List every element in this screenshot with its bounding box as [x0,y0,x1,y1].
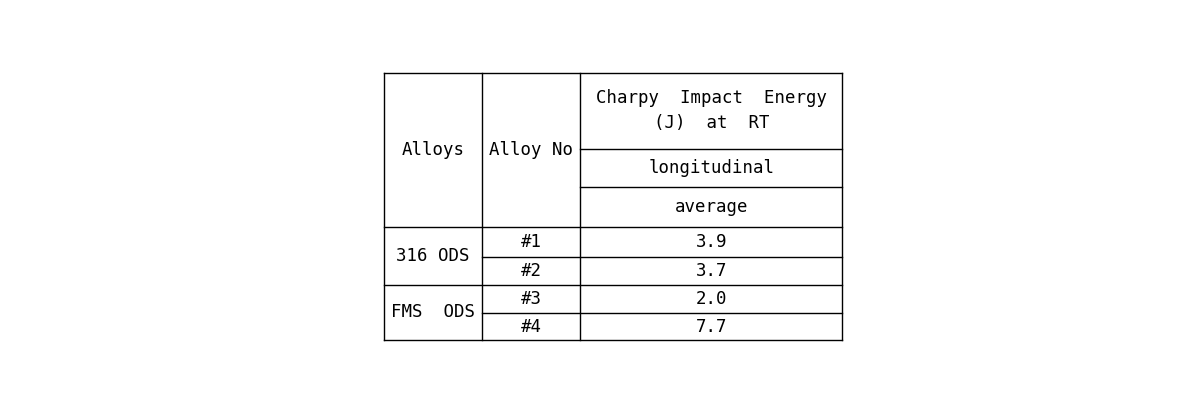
Text: 316 ODS: 316 ODS [396,247,470,265]
Text: #1: #1 [521,233,541,251]
Text: #4: #4 [521,318,541,336]
Text: #3: #3 [521,290,541,308]
Text: Alloy No: Alloy No [489,141,574,159]
Text: 3.9: 3.9 [696,233,727,251]
Text: 2.0: 2.0 [696,290,727,308]
Text: #2: #2 [521,262,541,280]
Text: 7.7: 7.7 [696,318,727,336]
Text: Alloys: Alloys [401,141,464,159]
Text: average: average [675,198,749,216]
Text: longitudinal: longitudinal [649,159,775,177]
Text: Charpy  Impact  Energy
(J)  at  RT: Charpy Impact Energy (J) at RT [596,90,827,132]
Text: FMS  ODS: FMS ODS [390,303,475,321]
Text: 3.7: 3.7 [696,262,727,280]
